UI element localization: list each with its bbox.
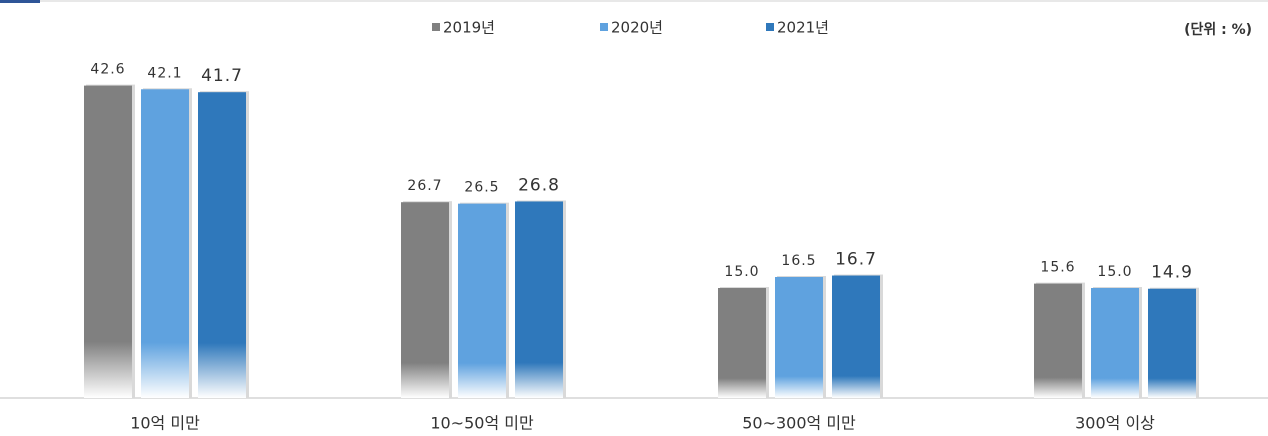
x-tick-label: 50~300억 미만 [742,414,856,433]
data-label: 16.7 [835,250,877,270]
data-label: 26.7 [407,178,442,194]
data-label: 42.6 [90,62,125,78]
legend-swatch [600,23,608,31]
data-label: 26.8 [518,175,560,195]
data-label: 16.5 [781,253,816,269]
unit-label: (단위 : %) [1184,21,1252,38]
legend-label: 2019년 [443,19,495,37]
data-label: 15.6 [1040,260,1075,276]
bar [775,277,823,398]
bar [1091,288,1139,398]
legend-swatch [432,23,440,31]
bar [832,275,880,398]
data-label: 15.0 [1097,264,1132,280]
bar [84,85,132,398]
data-label: 26.5 [464,180,499,196]
x-tick-label: 10억 미만 [130,414,200,433]
data-label: 14.9 [1151,263,1193,283]
data-label: 41.7 [201,66,243,86]
legend-swatch [766,23,774,31]
legend-label: 2020년 [611,19,663,37]
data-label: 15.0 [724,264,759,280]
bar [1034,283,1082,398]
bar [458,203,506,398]
bar [718,288,766,398]
legend-label: 2021년 [777,19,829,37]
x-tick-label: 10~50억 미만 [430,414,534,433]
bar [401,202,449,398]
data-label: 42.1 [147,65,182,81]
bar [515,201,563,398]
corner-accent [0,0,40,3]
x-tick-label: 300억 이상 [1075,414,1155,433]
bar [1148,288,1196,398]
bar [198,92,246,398]
bar [141,89,189,399]
